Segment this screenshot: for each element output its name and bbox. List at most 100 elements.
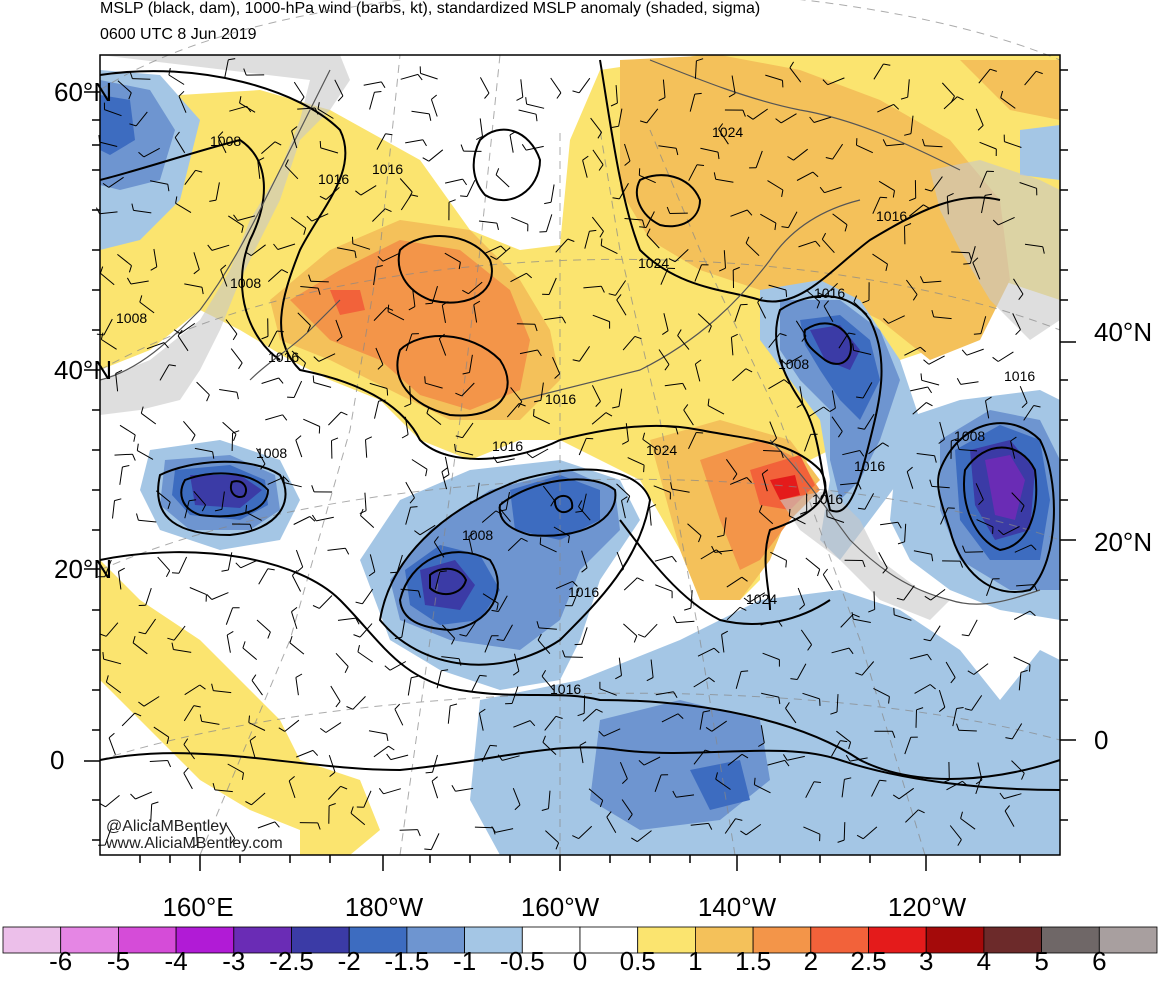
wind-barb	[928, 355, 945, 365]
wind-barb	[426, 412, 442, 425]
wind-barb-flag	[1010, 436, 1017, 442]
wind-barb-flag	[718, 123, 724, 130]
wind-barb	[225, 607, 234, 625]
map-valid-time: 0600 UTC 8 Jun 2019	[100, 26, 257, 43]
wind-barb-flag	[273, 243, 279, 250]
colorbar-swatch	[2, 926, 62, 954]
wind-barb	[225, 319, 238, 335]
wind-barb-flag	[245, 505, 248, 513]
wind-barb-flag	[920, 373, 923, 381]
wind-barb-flag	[785, 289, 788, 297]
isobar-6	[378, 468, 652, 666]
wind-barb-flag	[448, 199, 456, 203]
wind-barb	[361, 588, 374, 605]
wind-barb	[444, 252, 461, 263]
wind-barb	[373, 745, 389, 758]
wind-barb	[924, 145, 943, 148]
colorbar-swatch	[983, 926, 1043, 954]
wind-barb	[99, 211, 118, 215]
wind-barb-flag	[626, 495, 631, 503]
wind-barb	[553, 526, 570, 537]
wind-barb	[117, 80, 132, 94]
wind-barb-flag	[249, 735, 256, 741]
wind-barb-flag	[621, 496, 628, 501]
wind-barb	[101, 339, 117, 350]
wind-barb-flag	[972, 257, 979, 263]
wind-barb	[256, 619, 271, 633]
wind-barb	[474, 826, 493, 829]
contour-label: 1016	[812, 491, 843, 507]
wind-barb-flag	[340, 785, 348, 790]
wind-barb-flag	[642, 219, 645, 227]
wind-barb-flag	[1030, 544, 1037, 551]
wind-barb-flag	[577, 712, 585, 717]
wind-barb	[268, 330, 278, 348]
wind-barb-flag	[295, 673, 303, 678]
wind-barb-flag	[167, 184, 170, 192]
wind-barb	[506, 403, 520, 418]
contour-label: 1016	[550, 681, 581, 697]
wind-barb-flag	[807, 644, 813, 651]
colorbar-label: 1.5	[735, 946, 772, 976]
wind-barb-flag	[99, 266, 104, 274]
wind-barb	[842, 450, 860, 456]
wind-barb	[749, 592, 766, 603]
wind-barb	[447, 705, 451, 724]
wind-barb	[976, 519, 994, 528]
wind-barb-flag	[496, 222, 499, 231]
wind-barb	[618, 388, 623, 407]
wind-barb	[103, 658, 122, 665]
wind-barb	[540, 382, 544, 401]
wind-barb	[105, 795, 120, 808]
wind-barb-flag	[424, 848, 432, 851]
wind-barb-flag	[567, 238, 575, 242]
isobar-11	[99, 551, 1061, 780]
wind-barb-flag	[554, 373, 561, 379]
wind-barb	[752, 108, 768, 120]
wind-barb-flag	[783, 379, 790, 385]
wind-barb-flag	[743, 597, 750, 603]
contour-label: 1024	[746, 591, 777, 607]
wind-barb	[173, 649, 192, 653]
wind-barb-flag	[924, 595, 931, 601]
wind-barb	[592, 314, 610, 323]
wind-barb-flag	[404, 403, 412, 408]
wind-barb	[221, 491, 225, 510]
wind-barb	[952, 708, 958, 727]
wind-barb	[960, 818, 976, 830]
lon-label-180w: 180°W	[344, 892, 424, 922]
wind-barb	[428, 149, 444, 162]
wind-barb-flag	[784, 760, 790, 767]
wind-barb-flag	[815, 240, 821, 247]
wind-barb	[770, 551, 787, 561]
wind-barb	[184, 283, 203, 288]
isobar-20	[619, 519, 831, 625]
wind-barb-flag	[329, 771, 336, 777]
wind-barb-flag	[291, 126, 298, 132]
wind-barb-flag	[739, 606, 747, 611]
wind-barb-flag	[168, 68, 171, 76]
colorbar-swatch	[1098, 926, 1158, 954]
wind-barb	[1018, 672, 1022, 691]
wind-barb-flag	[758, 742, 765, 747]
wind-barb	[618, 183, 629, 200]
wind-barb-flag	[214, 508, 223, 512]
wind-barb-flag	[785, 702, 790, 709]
wind-barb-flag	[473, 300, 481, 306]
wind-barb-flag	[931, 309, 935, 318]
colorbar-label: 0.5	[619, 946, 656, 976]
wind-barb	[724, 818, 736, 834]
wind-barb-flag	[417, 74, 423, 81]
wind-barb	[104, 559, 112, 577]
wind-barb-flag	[535, 114, 538, 122]
wind-barb	[997, 216, 1015, 226]
wind-barb-flag	[267, 631, 271, 639]
wind-barb-flag	[882, 567, 888, 574]
wind-barb	[731, 75, 736, 94]
wind-barb	[132, 642, 148, 655]
wind-barb-flag	[960, 811, 963, 819]
wind-barb-flag	[357, 644, 360, 653]
wind-barb-flag	[742, 109, 746, 117]
wind-barb	[550, 77, 562, 94]
